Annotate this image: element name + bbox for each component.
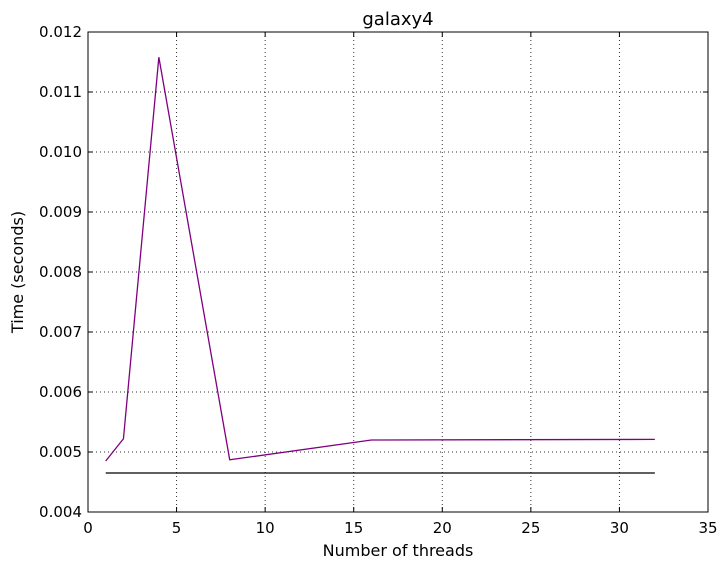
chart-title: galaxy4 [362, 9, 433, 30]
y-tick-label: 0.007 [39, 323, 82, 341]
x-tick-label: 0 [83, 519, 93, 537]
y-axis-label: Time (seconds) [8, 211, 27, 334]
series-layer [105, 57, 655, 474]
y-tick-label: 0.011 [39, 83, 82, 101]
y-tick-label: 0.010 [39, 143, 82, 161]
x-tick-label: 5 [172, 519, 182, 537]
x-tick-label: 10 [256, 519, 275, 537]
y-tick-label: 0.009 [39, 203, 82, 221]
x-tick-label: 25 [521, 519, 540, 537]
y-tick-label: 0.005 [39, 443, 82, 461]
series-line-1 [105, 57, 655, 462]
tick-layer: 0 5 10 15 20 25 30 35 0.004 0.005 0.006 0.007 0.008 0… [39, 23, 718, 537]
x-tick-label: 15 [344, 519, 363, 537]
x-tick-label: 35 [698, 519, 717, 537]
y-tick-label: 0.006 [39, 383, 82, 401]
x-axis-label: Number of threads [323, 541, 474, 560]
x-tick-label: 20 [433, 519, 452, 537]
y-tick-label: 0.012 [39, 23, 82, 41]
y-tick-label: 0.008 [39, 263, 82, 281]
grid-layer [88, 32, 708, 512]
x-tick-label: 30 [610, 519, 629, 537]
y-tick-label: 0.004 [39, 503, 82, 521]
